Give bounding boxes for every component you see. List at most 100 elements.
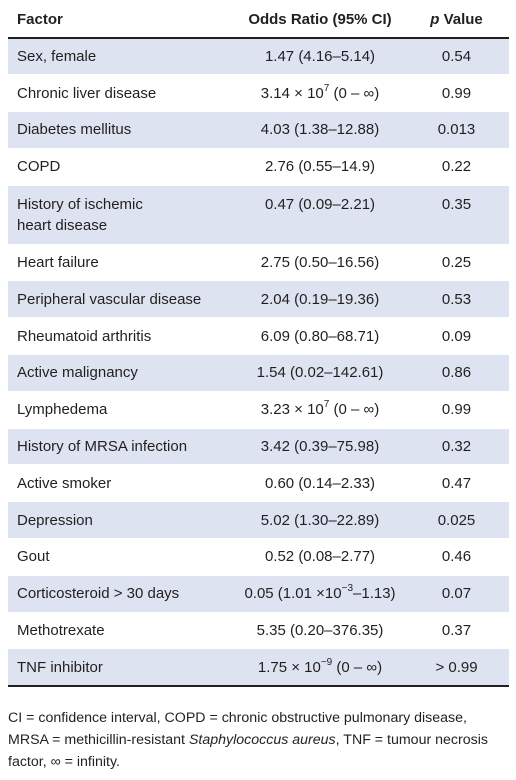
table-row: TNF inhibitor 1.75 × 10−9 (0 – ∞) > 0.99	[8, 648, 509, 686]
odds-ratio-value: 0.47 (0.09–2.21)	[264, 195, 376, 213]
odds-ratio-cell: 0.05 (1.01 ×10−3–1.13)	[236, 575, 404, 612]
p-value-cell: 0.53	[441, 290, 472, 308]
p-value-cell: 0.013	[437, 121, 476, 139]
p-value-cell: 0.54	[441, 48, 472, 66]
table-row: Sex, female 1.47 (4.16–5.14) 0.54	[8, 38, 509, 75]
header-factor: Factor	[17, 11, 63, 28]
odds-ratio-value: 3.23 × 10	[260, 401, 324, 419]
p-value-cell: 0.09	[441, 327, 472, 345]
factor-cell: Methotrexate	[17, 622, 105, 640]
table-header-row: Factor Odds Ratio (95% CI) p Value	[8, 0, 509, 38]
odds-ratio-table-container: Factor Odds Ratio (95% CI) p Value Sex, …	[8, 0, 509, 687]
factor-cell: Depression	[17, 511, 93, 529]
table-row: Corticosteroid > 30 days 0.05 (1.01 ×10−3…	[8, 575, 509, 613]
odds-ratio-interval: (0 – ∞)	[329, 401, 380, 419]
odds-ratio-value: 6.09 (0.80–68.71)	[260, 327, 380, 345]
odds-ratio-cell: 6.09 (0.80–68.71)	[236, 318, 404, 355]
p-value-cell: 0.25	[441, 254, 472, 272]
footnote-species: Staphylococcus aureus	[188, 732, 336, 748]
p-value-cell: 0.37	[441, 622, 472, 640]
odds-ratio-value: 0.60 (0.14–2.33)	[264, 474, 376, 492]
odds-ratio-table: Factor Odds Ratio (95% CI) p Value Sex, …	[8, 0, 509, 687]
odds-ratio-value: 2.04 (0.19–19.36)	[260, 290, 380, 308]
table-row: Diabetes mellitus 4.03 (1.38–12.88) 0.013	[8, 111, 509, 149]
footnote-part1: CI = confidence interval, COPD = chronic…	[8, 710, 467, 748]
odds-ratio-interval: (0 – ∞)	[332, 658, 383, 676]
table-row: Lymphedema 3.23 × 107 (0 – ∞) 0.99	[8, 391, 509, 429]
factor-cell: Diabetes mellitus	[17, 121, 132, 139]
header-odds-ratio: Odds Ratio (95% CI)	[248, 11, 392, 28]
factor-cell: Sex, female	[17, 48, 97, 66]
table-row: Gout 0.52 (0.08–2.77) 0.46	[8, 538, 509, 576]
odds-ratio-value: 5.35 (0.20–376.35)	[256, 622, 384, 640]
odds-ratio-value: 2.75 (0.50–16.56)	[260, 254, 380, 272]
p-value-cell: > 0.99	[435, 658, 478, 676]
table-row: Rheumatoid arthritis 6.09 (0.80–68.71) 0.0…	[8, 317, 509, 355]
odds-ratio-cell: 3.14 × 107 (0 – ∞)	[236, 75, 404, 112]
table-row: Heart failure 2.75 (0.50–16.56) 0.25	[8, 244, 509, 281]
odds-ratio-cell: 0.60 (0.14–2.33)	[236, 465, 404, 502]
factor-cell: Chronic liver disease	[17, 84, 157, 102]
odds-ratio-value: 3.42 (0.39–75.98)	[260, 438, 380, 456]
odds-ratio-cell: 1.47 (4.16–5.14)	[236, 38, 404, 75]
factor-cell: History of MRSA infection	[17, 438, 188, 456]
table-row: Methotrexate 5.35 (0.20–376.35) 0.37	[8, 612, 509, 649]
odds-ratio-exponent: 7	[323, 399, 330, 411]
odds-ratio-cell: 2.75 (0.50–16.56)	[236, 244, 404, 281]
factor-cell: TNF inhibitor	[17, 658, 103, 676]
odds-ratio-cell: 5.02 (1.30–22.89)	[236, 502, 404, 539]
odds-ratio-cell: 4.03 (1.38–12.88)	[236, 112, 404, 149]
factor-cell: Active malignancy	[17, 364, 138, 382]
odds-ratio-cell: 1.54 (0.02–142.61)	[236, 355, 404, 392]
odds-ratio-value: 4.03 (1.38–12.88)	[260, 121, 380, 139]
odds-ratio-exponent: −9	[320, 656, 333, 668]
header-p-letter: p	[430, 11, 440, 28]
factor-cell: Heart failure	[17, 254, 99, 272]
odds-ratio-cell: 0.47 (0.09–2.21)	[236, 185, 404, 244]
factor-cell: Lymphedema	[17, 401, 108, 419]
odds-ratio-value: 1.75 × 10	[257, 658, 321, 676]
table-footnote: CI = confidence interval, COPD = chronic…	[8, 707, 508, 773]
factor-cell: COPD	[17, 158, 61, 176]
odds-ratio-cell: 1.75 × 10−9 (0 – ∞)	[236, 649, 404, 686]
header-value-word: Value	[439, 11, 483, 28]
odds-ratio-value: 1.47 (4.16–5.14)	[264, 48, 376, 66]
odds-ratio-value: 1.54 (0.02–142.61)	[256, 364, 384, 382]
odds-ratio-value: 0.05 (1.01 ×10	[244, 585, 342, 603]
factor-cell: Gout	[17, 548, 50, 566]
odds-ratio-cell: 2.76 (0.55–14.9)	[236, 148, 404, 185]
odds-ratio-interval: –1.13)	[353, 585, 396, 603]
table-row: Active smoker 0.60 (0.14–2.33) 0.47	[8, 464, 509, 502]
table-body: Sex, female 1.47 (4.16–5.14) 0.54 Chronic l…	[8, 38, 509, 686]
footnote-part2: , TNF = tumour necrosis factor, ∞ = infi…	[8, 732, 488, 770]
factor-cell: Peripheral vascular disease	[17, 290, 202, 308]
p-value-cell: 0.99	[441, 84, 472, 102]
factor-cell: History of ischemic heart disease	[17, 195, 143, 234]
odds-ratio-interval: (0 – ∞)	[329, 84, 380, 102]
p-value-cell: 0.47	[441, 474, 472, 492]
odds-ratio-exponent: −3	[341, 583, 354, 595]
table-row: COPD 2.76 (0.55–14.9) 0.22	[8, 148, 509, 186]
odds-ratio-value: 0.52 (0.08–2.77)	[264, 548, 376, 566]
odds-ratio-cell: 2.04 (0.19–19.36)	[236, 281, 404, 318]
factor-cell: Corticosteroid > 30 days	[17, 585, 180, 603]
p-value-cell: 0.025	[437, 511, 476, 529]
odds-ratio-cell: 3.42 (0.39–75.98)	[236, 428, 404, 465]
factor-cell: Rheumatoid arthritis	[17, 327, 152, 345]
odds-ratio-cell: 5.35 (0.20–376.35)	[236, 612, 404, 649]
p-value-cell: 0.22	[441, 158, 472, 176]
odds-ratio-exponent: 7	[323, 82, 330, 94]
table-row: Peripheral vascular disease 2.04 (0.19–19…	[8, 280, 509, 318]
odds-ratio-value: 3.14 × 10	[260, 84, 324, 102]
table-row: Active malignancy 1.54 (0.02–142.61) 0.86	[8, 354, 509, 392]
odds-ratio-cell: 3.23 × 107 (0 – ∞)	[236, 391, 404, 428]
odds-ratio-value: 5.02 (1.30–22.89)	[260, 511, 380, 529]
table-row: Depression 5.02 (1.30–22.89) 0.025	[8, 501, 509, 539]
table-row: Chronic liver disease 3.14 × 107 (0 – ∞) 0…	[8, 74, 509, 112]
odds-ratio-cell: 0.52 (0.08–2.77)	[236, 539, 404, 576]
p-value-cell: 0.32	[441, 438, 472, 456]
p-value-cell: 0.46	[441, 548, 472, 566]
factor-cell: Active smoker	[17, 474, 112, 492]
table-row: History of ischemic heart disease 0.47 (0…	[8, 185, 509, 245]
p-value-cell: 0.86	[441, 364, 472, 382]
